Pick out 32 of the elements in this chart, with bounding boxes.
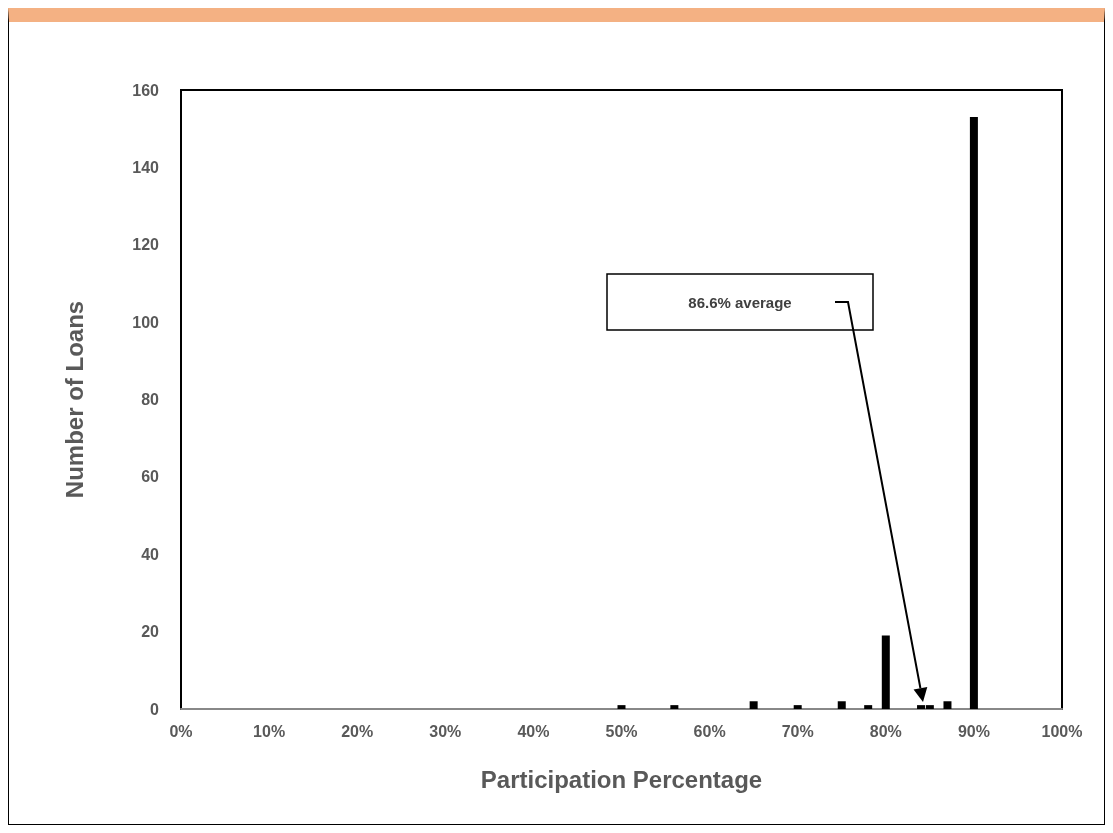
y-axis-title: Number of Loans [60,300,88,499]
x-tick-label: 50% [605,722,638,740]
bar [670,705,679,709]
y-tick-label: 120 [132,236,160,254]
bar [943,701,952,709]
y-tick-label: 80 [141,391,160,408]
y-tick-label: 60 [141,468,160,486]
y-tick-label: 140 [132,158,160,176]
x-tick-label: 70% [781,722,814,740]
y-tick-label: 100 [132,313,160,331]
y-tick-label: 40 [141,545,160,563]
x-tick-label: 60% [693,722,726,740]
x-tick-label: 30% [429,722,462,740]
x-tick-label: 40% [517,722,550,740]
y-tick-label: 0 [150,700,160,718]
x-tick-label: 90% [957,722,990,740]
bar [881,635,890,709]
x-tick-label: 80% [869,722,902,740]
bar [864,705,873,709]
x-tick-label: 100% [1041,722,1083,740]
bar [969,117,978,709]
bar [617,705,626,709]
x-tick-label: 20% [341,722,374,740]
annotation: 86.6% average [688,293,792,311]
bar [837,701,846,709]
y-tick-label: 160 [132,81,160,99]
x-tick-label: 10% [253,722,286,740]
bar [793,705,802,709]
x-tick-label: 0% [169,722,193,740]
x-axis-title: Participation Percentage [480,765,763,793]
bar [749,701,758,709]
y-tick-label: 20 [141,623,160,641]
